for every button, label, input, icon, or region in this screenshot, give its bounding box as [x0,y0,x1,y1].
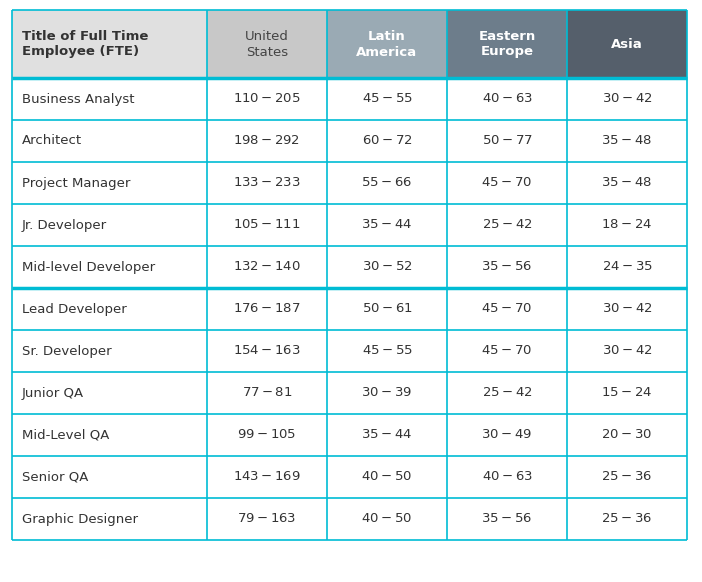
Text: $30-$52: $30-$52 [362,261,412,274]
Text: $105-$111: $105-$111 [233,218,301,232]
Text: $25-$36: $25-$36 [602,470,653,484]
Text: $40-$50: $40-$50 [362,470,413,484]
Bar [12,10,207,78]
Text: $35-$56: $35-$56 [482,513,533,526]
Text: $20-$30: $20-$30 [602,428,653,442]
Text: $143-$169: $143-$169 [233,470,301,484]
Text: $99-$105: $99-$105 [237,428,297,442]
Text: $50-$61: $50-$61 [362,303,412,315]
Text: Project Manager: Project Manager [22,176,131,190]
Text: $60-$72: $60-$72 [362,134,412,147]
Bar [12,498,687,540]
Bar [12,288,687,330]
Bar [12,78,687,120]
Text: Latin
America: Latin America [357,30,418,59]
Text: $50-$77: $50-$77 [482,134,532,147]
Text: Sr. Developer: Sr. Developer [22,345,112,357]
Text: $198-$292: $198-$292 [234,134,300,147]
Text: $25-$36: $25-$36 [602,513,653,526]
Text: $30-$42: $30-$42 [602,303,652,315]
Text: Senior QA: Senior QA [22,470,88,484]
Text: $79-$163: $79-$163 [237,513,297,526]
Text: Jr. Developer: Jr. Developer [22,218,107,232]
Text: $35-$48: $35-$48 [602,134,653,147]
Bar [447,10,567,78]
Text: $45-$70: $45-$70 [482,303,533,315]
Bar [12,456,687,498]
Text: Mid-level Developer: Mid-level Developer [22,261,155,274]
Text: Title of Full Time
Employee (FTE): Title of Full Time Employee (FTE) [22,30,148,59]
Text: $18-$24: $18-$24 [602,218,653,232]
Bar [12,204,687,246]
Text: $110-$205: $110-$205 [233,93,301,105]
Text: $40-$50: $40-$50 [362,513,413,526]
Text: $40-$63: $40-$63 [482,470,532,484]
Text: $40-$63: $40-$63 [482,93,532,105]
Text: Junior QA: Junior QA [22,386,84,399]
Bar [567,10,687,78]
Text: $30-$49: $30-$49 [482,428,533,442]
Text: Lead Developer: Lead Developer [22,303,127,315]
Text: $24-$35: $24-$35 [602,261,652,274]
Text: $45-$55: $45-$55 [362,93,413,105]
Text: Business Analyst: Business Analyst [22,93,135,105]
Text: $35-$44: $35-$44 [362,428,413,442]
Text: $35-$56: $35-$56 [482,261,533,274]
Bar [12,372,687,414]
Text: $45-$70: $45-$70 [482,176,533,190]
Text: Architect: Architect [22,134,82,147]
Text: $35-$44: $35-$44 [362,218,413,232]
Bar [12,162,687,204]
Bar [12,414,687,456]
Text: $30-$42: $30-$42 [602,345,652,357]
Text: United
States: United States [245,30,289,59]
Text: Mid-Level QA: Mid-Level QA [22,428,110,442]
Bar [327,10,447,78]
Text: $77-$81: $77-$81 [241,386,292,399]
Text: $25-$42: $25-$42 [482,386,532,399]
Text: $133-$233: $133-$233 [233,176,301,190]
Bar [207,10,327,78]
Text: $30-$42: $30-$42 [602,93,652,105]
Text: Asia: Asia [611,37,643,51]
Text: Graphic Designer: Graphic Designer [22,513,138,526]
Text: $154-$163: $154-$163 [233,345,301,357]
Text: $30-$39: $30-$39 [362,386,413,399]
Text: $45-$55: $45-$55 [362,345,413,357]
Text: $15-$24: $15-$24 [602,386,653,399]
Text: $25-$42: $25-$42 [482,218,532,232]
Bar [12,120,687,162]
Text: Eastern
Europe: Eastern Europe [478,30,536,59]
Text: $55-$66: $55-$66 [362,176,413,190]
Text: $35-$48: $35-$48 [602,176,653,190]
Text: $176-$187: $176-$187 [233,303,301,315]
Bar [12,246,687,288]
Bar [12,330,687,372]
Text: $45-$70: $45-$70 [482,345,533,357]
Text: $132-$140: $132-$140 [233,261,301,274]
